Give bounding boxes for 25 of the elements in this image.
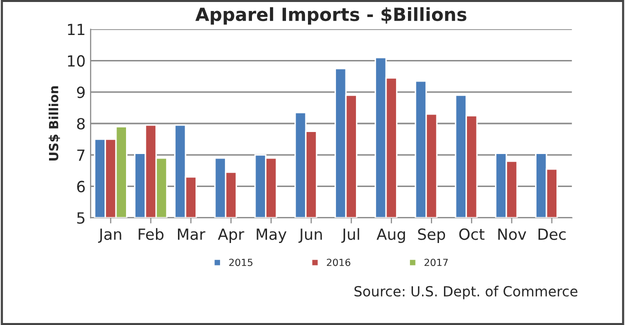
x-tick-label: Sep (418, 228, 446, 243)
y-tick-label: 7 (77, 150, 84, 161)
x-tick-label: Aug (376, 228, 405, 243)
x-tick-label: Jul (341, 228, 360, 243)
x-tick-label: May (256, 228, 286, 243)
x-tick-label: Apr (218, 228, 244, 243)
y-tick-label: 9 (77, 86, 85, 98)
x-tick-label: Nov (498, 228, 526, 240)
source-note: Source: U.S. Dept. of Commerce (354, 286, 578, 300)
y-axis-title: US$ Billion (48, 86, 60, 161)
y-tick-label: 5 (77, 212, 84, 224)
y-tick-label: 8 (77, 118, 85, 130)
x-tick-label: Feb (138, 228, 164, 240)
legend-label: 2016 (326, 258, 350, 266)
legend-label: 2015 (229, 258, 252, 266)
chart-title: Apparel Imports - $Billions (195, 7, 466, 25)
y-tick-label: 6 (77, 180, 85, 192)
y-tick-label: 11 (68, 24, 84, 36)
x-tick-label: Dec (538, 228, 566, 240)
x-tick-label: Jun (298, 228, 322, 243)
x-tick-label: Jan (98, 228, 122, 243)
legend-label: 2017 (424, 258, 448, 266)
y-tick-label: 10 (68, 55, 85, 67)
x-tick-label: Mar (178, 228, 206, 240)
x-tick-label: Oct (459, 228, 484, 240)
